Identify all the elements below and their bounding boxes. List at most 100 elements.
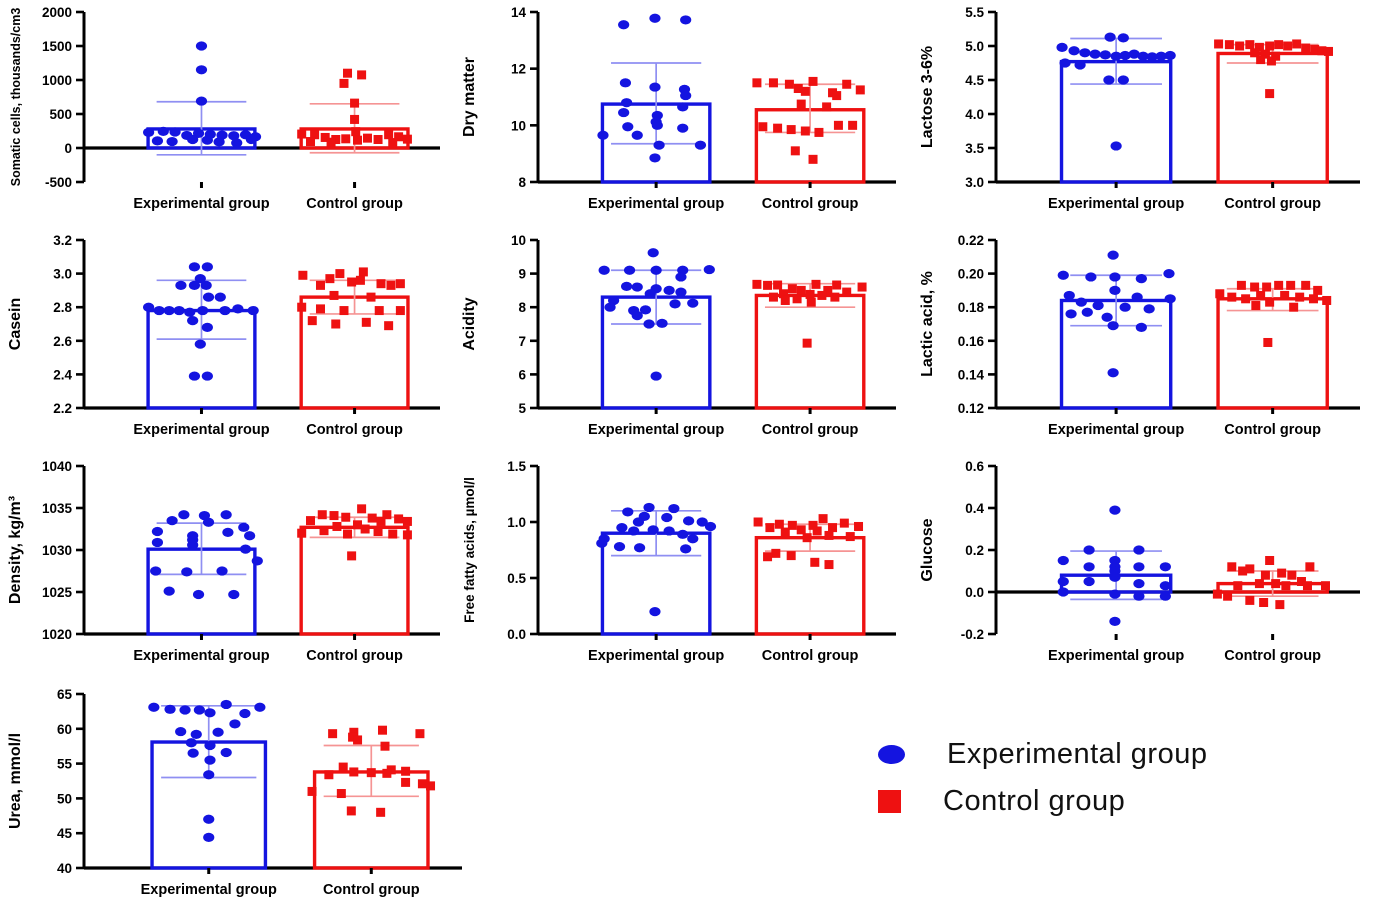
data-point xyxy=(212,727,224,737)
chart-somatic-cells: -500 0 500 1000 1500 2000 Experimental group Co… xyxy=(4,2,454,216)
series-experimental xyxy=(1057,505,1173,626)
y-tick-label: 2.8 xyxy=(53,300,72,315)
data-point xyxy=(1137,51,1149,61)
y-tick-label: 0.20 xyxy=(958,267,984,282)
chart-lactic-acid: 0.12 0.14 0.16 0.18 0.20 0.22 Experimental gro… xyxy=(916,230,1374,442)
y-axis-title: Acidity xyxy=(461,297,478,350)
data-point xyxy=(374,306,384,316)
data-point xyxy=(653,140,665,150)
legend-label-control: Control group xyxy=(943,785,1126,817)
data-point xyxy=(824,560,834,570)
data-point xyxy=(1254,579,1264,589)
data-point xyxy=(307,316,317,326)
y-tick-label: 1035 xyxy=(42,501,73,516)
data-point xyxy=(1262,282,1272,292)
data-point xyxy=(1271,579,1281,589)
data-point xyxy=(1133,545,1145,555)
data-point xyxy=(680,544,692,554)
data-point xyxy=(632,517,645,527)
data-point xyxy=(687,534,699,544)
data-point xyxy=(773,123,783,133)
data-point xyxy=(824,530,834,540)
data-point xyxy=(780,295,790,305)
data-point xyxy=(175,726,187,737)
y-tick-label: 12 xyxy=(511,62,526,77)
data-point xyxy=(1236,280,1246,290)
data-point xyxy=(1117,75,1129,85)
data-point xyxy=(388,529,398,539)
data-point xyxy=(1085,272,1097,282)
data-point xyxy=(1251,301,1261,311)
series-experimental xyxy=(143,41,262,156)
y-tick-label: 2.4 xyxy=(53,367,72,382)
data-point xyxy=(1119,302,1131,312)
data-point xyxy=(306,516,316,526)
x-category-label: Control group xyxy=(762,196,859,212)
data-point xyxy=(163,305,175,316)
data-point xyxy=(201,371,213,381)
data-point xyxy=(675,272,687,282)
data-point xyxy=(1238,566,1248,576)
data-point xyxy=(1274,40,1284,50)
data-point xyxy=(1164,294,1176,304)
data-point xyxy=(650,265,662,275)
y-tick-label: 5.5 xyxy=(965,5,984,20)
data-point xyxy=(402,530,412,540)
data-point xyxy=(148,702,160,712)
data-point xyxy=(832,91,842,101)
series-experimental xyxy=(597,13,712,184)
data-point xyxy=(1227,562,1237,572)
data-point xyxy=(808,154,818,164)
data-point xyxy=(623,265,636,275)
x-category-label: Experimental group xyxy=(588,196,724,212)
data-point xyxy=(401,777,411,787)
data-point xyxy=(1283,41,1293,51)
data-point xyxy=(317,510,327,520)
series-control xyxy=(297,267,410,410)
data-point xyxy=(839,518,849,528)
data-point xyxy=(1089,49,1101,59)
data-point xyxy=(842,287,852,297)
y-axis-title: Urea, mmol/l xyxy=(7,733,24,829)
data-point xyxy=(631,282,643,292)
series-control xyxy=(752,279,867,410)
data-point xyxy=(1109,285,1121,295)
y-tick-label: 0.12 xyxy=(958,401,984,416)
data-point xyxy=(228,589,240,600)
data-point xyxy=(298,270,308,280)
data-point xyxy=(320,132,330,142)
data-point xyxy=(1241,294,1251,304)
y-tick-label: 1.5 xyxy=(507,459,526,474)
data-point xyxy=(394,132,404,142)
data-point xyxy=(188,280,201,290)
data-point xyxy=(1277,568,1287,578)
x-category-label: Experimental group xyxy=(133,422,269,438)
data-point xyxy=(768,78,778,88)
y-tick-label: 2.6 xyxy=(53,334,72,349)
data-point xyxy=(1227,292,1237,302)
data-point xyxy=(169,127,181,137)
data-point xyxy=(297,302,307,312)
data-point xyxy=(622,507,634,517)
data-point xyxy=(649,13,661,23)
data-point xyxy=(790,146,800,156)
data-point xyxy=(1056,42,1068,52)
series-experimental xyxy=(143,262,259,410)
data-point xyxy=(181,567,193,577)
data-point xyxy=(644,289,656,299)
y-tick-label: 1030 xyxy=(42,543,72,558)
data-point xyxy=(854,521,864,531)
data-point xyxy=(1322,295,1332,305)
data-point xyxy=(832,280,842,290)
data-point xyxy=(194,339,206,349)
data-point xyxy=(1146,52,1158,62)
data-point xyxy=(357,70,367,80)
data-point xyxy=(373,527,383,537)
data-point xyxy=(1083,545,1095,555)
series-experimental xyxy=(1057,250,1176,410)
data-point xyxy=(220,747,232,758)
y-tick-label: 0.0 xyxy=(507,627,526,642)
data-point xyxy=(203,832,215,842)
data-point xyxy=(796,525,806,535)
data-point xyxy=(1164,50,1176,61)
